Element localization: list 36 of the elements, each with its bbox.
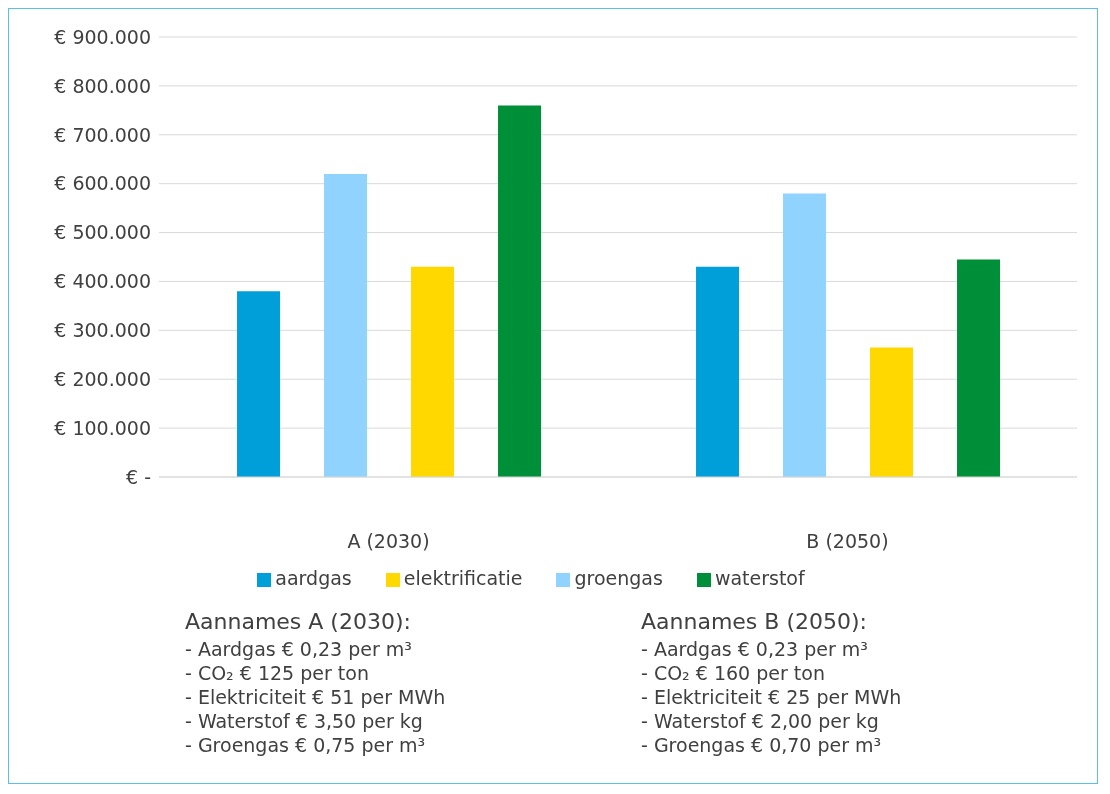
bar — [696, 266, 740, 477]
bar — [411, 266, 455, 477]
bar — [783, 193, 827, 477]
text: - Aardgas € 0,23 per m³ — [185, 637, 413, 661]
y-tick-label: € 500.000 — [54, 221, 151, 244]
legend-label: aardgas — [275, 567, 352, 589]
y-tick-label: € 100.000 — [54, 416, 151, 439]
bar — [870, 347, 914, 477]
text: Aannames A (2030): — [185, 608, 412, 636]
bar — [498, 105, 542, 477]
text: - Elektriciteit € 25 per MWh — [641, 685, 903, 709]
bar — [237, 291, 281, 477]
text: - Groengas € 0,70 per m³ — [641, 733, 883, 757]
y-tick-label: € 800.000 — [54, 74, 151, 97]
x-tick-label: A (2030) — [347, 530, 430, 553]
legend-label: groengas — [574, 567, 663, 589]
text: - Elektriciteit € 51 per MWh — [185, 685, 447, 709]
y-tick-label: € 300.000 — [54, 319, 151, 342]
y-tick-label: € 700.000 — [54, 123, 151, 146]
y-tick-label: € 600.000 — [54, 172, 151, 195]
bar — [957, 259, 1001, 477]
y-tick-label: € 900.000 — [54, 25, 151, 48]
text: Aannames B (2050): — [641, 608, 868, 636]
legend-label: elektrificatie — [403, 567, 523, 589]
x-tick-label: B (2050) — [806, 530, 889, 553]
text: - CO₂ € 160 per ton — [641, 661, 826, 685]
y-tick-label: € 400.000 — [54, 270, 151, 293]
text: - Waterstof € 3,50 per kg — [185, 709, 424, 733]
legend-label: waterstof — [714, 567, 805, 589]
text: - CO₂ € 125 per ton — [185, 661, 370, 685]
text: - Groengas € 0,75 per m³ — [185, 733, 427, 757]
bar — [324, 173, 368, 477]
text: - Waterstof € 2,00 per kg — [641, 709, 880, 733]
y-tick-label: € 200.000 — [54, 367, 151, 390]
text: - Aardgas € 0,23 per m³ — [641, 637, 869, 661]
y-tick-label: € - — [126, 465, 151, 488]
